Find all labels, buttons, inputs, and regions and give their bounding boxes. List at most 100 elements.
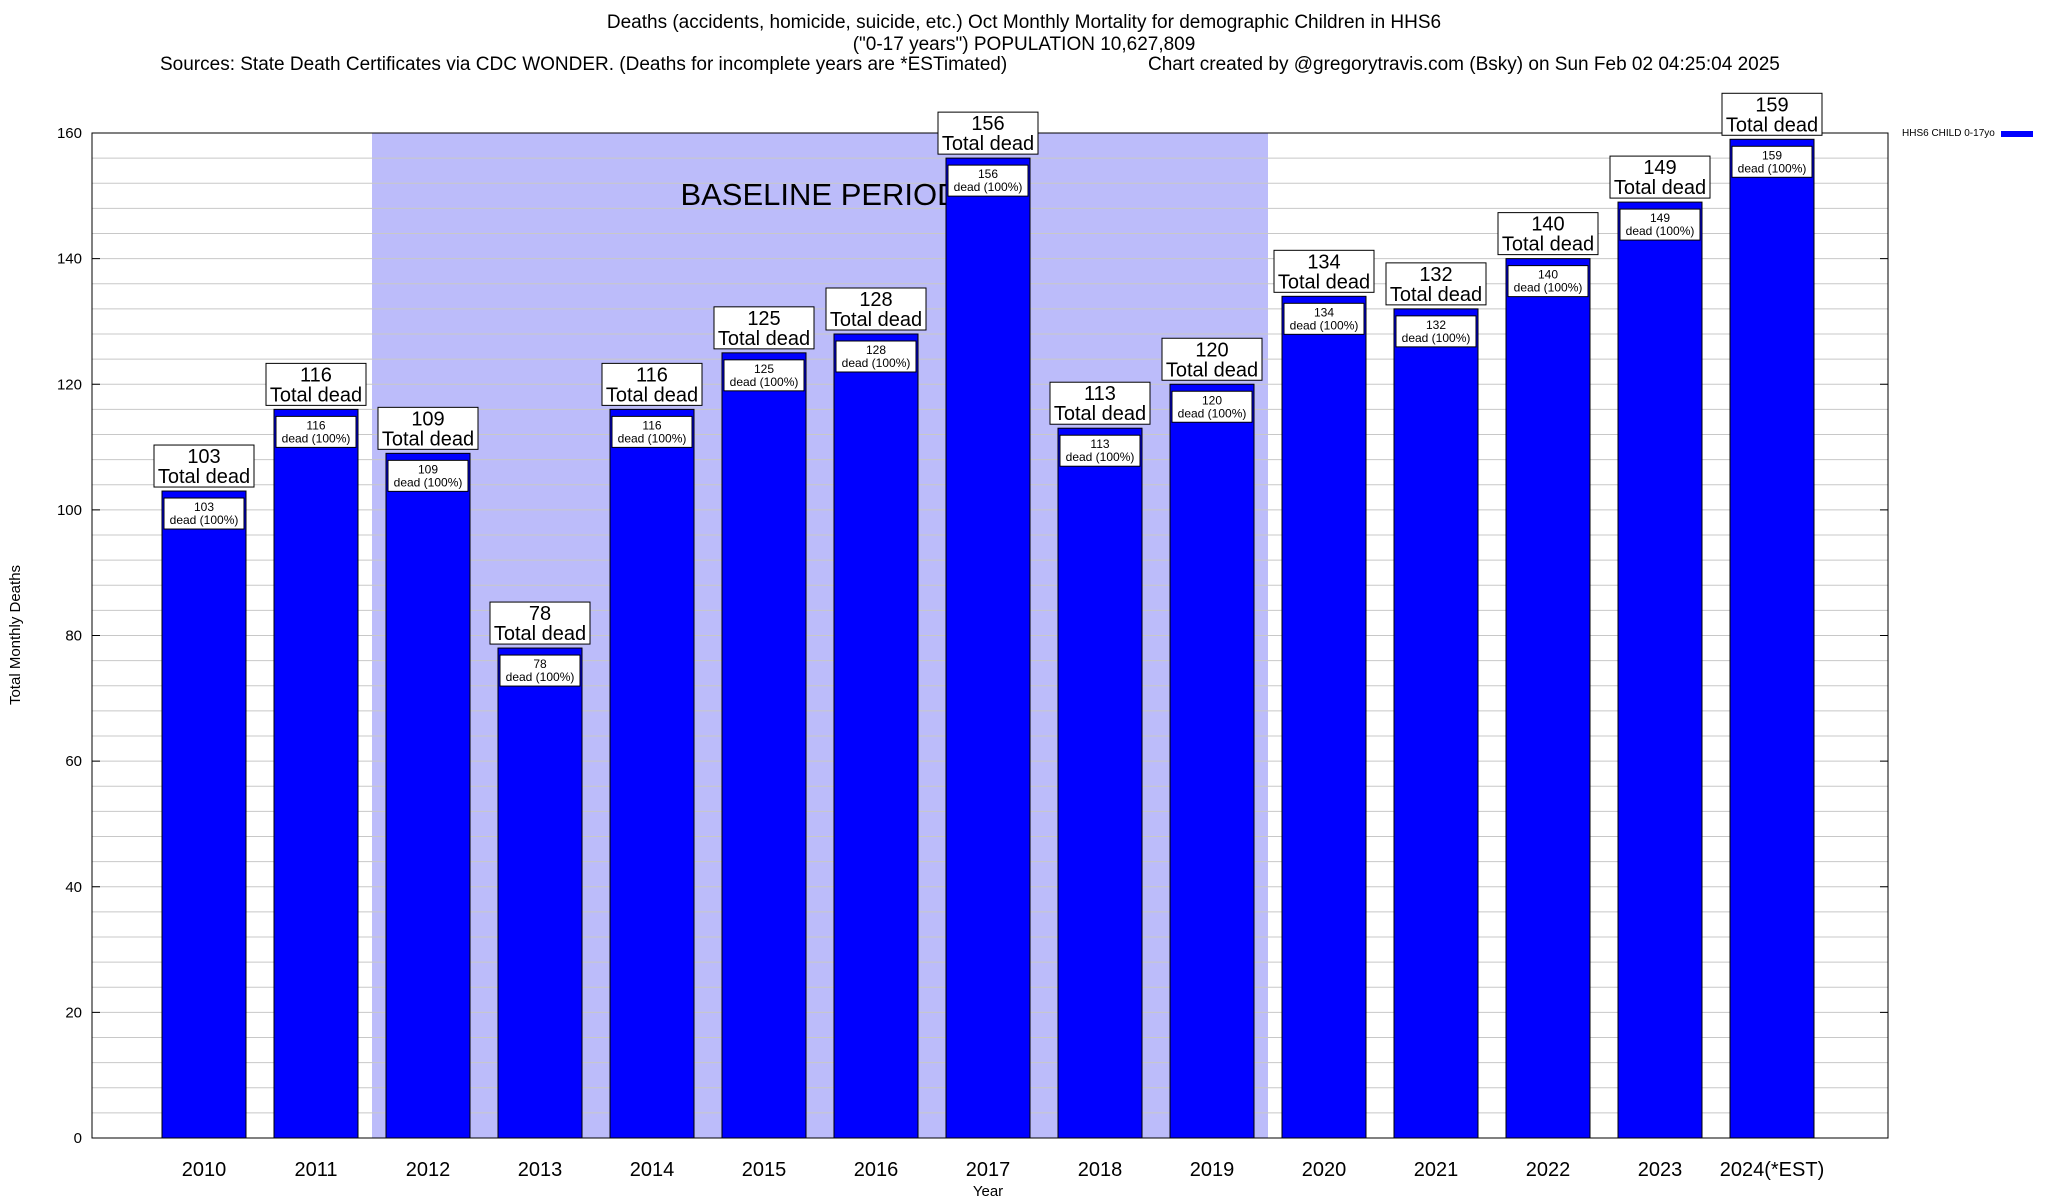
y-axis-title: Total Monthly Deaths bbox=[7, 565, 24, 705]
bar bbox=[385, 452, 471, 1139]
y-tick-label: 20 bbox=[65, 1004, 82, 1021]
bar-inner-label-box bbox=[947, 164, 1029, 197]
bar-top-label-box bbox=[1385, 262, 1487, 306]
bar-inner-text: dead (100%) bbox=[282, 431, 351, 445]
bar-inner-label-box bbox=[387, 459, 469, 492]
bar-top-text: Total dead bbox=[1054, 403, 1146, 425]
bar-top-label-box bbox=[601, 362, 703, 406]
bar-top-label-box bbox=[489, 601, 591, 645]
bar-top-label-box bbox=[1609, 155, 1711, 199]
bar bbox=[1393, 308, 1479, 1139]
bar-inner-label-box bbox=[611, 415, 693, 448]
title-line-2: ("0-17 years") POPULATION 10,627,809 bbox=[852, 34, 1196, 55]
bar-inner-label-box bbox=[275, 415, 357, 448]
bar-top-label-box bbox=[153, 444, 255, 488]
bar-top-value: 116 bbox=[636, 364, 668, 386]
bar-top-value: 128 bbox=[859, 289, 892, 311]
bar-top-text: Total dead bbox=[1614, 177, 1706, 199]
x-tick-label: 2013 bbox=[518, 1159, 563, 1181]
bar-inner-text: dead (100%) bbox=[1514, 281, 1583, 295]
bar-top-value: 78 bbox=[529, 603, 551, 625]
x-axis-title: Year bbox=[973, 1183, 1003, 1200]
x-tick-label: 2012 bbox=[406, 1159, 451, 1181]
y-tick-label: 80 bbox=[65, 628, 82, 645]
bar-inner-text: dead (100%) bbox=[618, 431, 687, 445]
bar-inner-text: dead (100%) bbox=[1738, 161, 1807, 175]
bar-top-text: Total dead bbox=[270, 384, 362, 406]
bar-top-value: 116 bbox=[300, 364, 332, 386]
bar-inner-label-box bbox=[1619, 208, 1701, 241]
bar-top-text: Total dead bbox=[1278, 271, 1370, 293]
bar-inner-label-box bbox=[1395, 315, 1477, 348]
bar-top-value: 134 bbox=[1307, 251, 1340, 273]
bar-top-text: Total dead bbox=[158, 466, 250, 488]
bar-inner-value: 128 bbox=[866, 343, 886, 357]
bar-top-text: Total dead bbox=[942, 133, 1034, 155]
bar-inner-value: 132 bbox=[1426, 318, 1446, 332]
x-tick-label: 2016 bbox=[854, 1159, 899, 1181]
bar-top-label-box bbox=[937, 111, 1039, 155]
x-tick-label: 2024(*EST) bbox=[1720, 1159, 1825, 1181]
bar-inner-value: 125 bbox=[754, 362, 774, 376]
bar-top-label-box bbox=[1497, 212, 1599, 256]
y-tick-label: 160 bbox=[57, 125, 82, 142]
x-tick-label: 2014 bbox=[630, 1159, 675, 1181]
bar-top-text: Total dead bbox=[1166, 359, 1258, 381]
x-tick-label: 2021 bbox=[1414, 1159, 1459, 1181]
bar bbox=[1281, 295, 1367, 1139]
bar-inner-label-box bbox=[1171, 390, 1253, 423]
bar-inner-text: dead (100%) bbox=[1178, 406, 1247, 420]
bar-inner-value: 116 bbox=[642, 418, 661, 432]
bar bbox=[1617, 201, 1703, 1139]
bar-inner-label-box bbox=[163, 497, 245, 530]
bar bbox=[945, 157, 1031, 1139]
x-tick-label: 2018 bbox=[1078, 1159, 1123, 1181]
bar-inner-text: dead (100%) bbox=[170, 513, 239, 527]
baseline-label: BASELINE PERIOD bbox=[680, 177, 959, 212]
bar-top-value: 159 bbox=[1755, 94, 1788, 116]
y-tick-label: 0 bbox=[74, 1130, 82, 1147]
x-tick-label: 2020 bbox=[1302, 1159, 1347, 1181]
bar-inner-label-box bbox=[499, 654, 581, 687]
bar-top-value: 149 bbox=[1643, 157, 1676, 179]
bar bbox=[161, 490, 247, 1139]
bar-inner-text: dead (100%) bbox=[1290, 318, 1359, 332]
bar-top-label-box bbox=[1161, 337, 1263, 381]
bar-top-text: Total dead bbox=[606, 384, 698, 406]
bar-top-label-box bbox=[1049, 381, 1151, 425]
bar bbox=[497, 647, 583, 1139]
bar bbox=[1169, 383, 1255, 1139]
x-tick-label: 2017 bbox=[966, 1159, 1011, 1181]
bar-inner-value: 103 bbox=[194, 500, 214, 514]
bar-inner-text: dead (100%) bbox=[1066, 450, 1135, 464]
legend-label: HHS6 CHILD 0-17yo bbox=[1902, 128, 1995, 139]
bar-inner-label-box bbox=[723, 359, 805, 392]
y-tick-label: 140 bbox=[57, 251, 82, 268]
bar-inner-value: 78 bbox=[533, 657, 547, 671]
bar-top-label-box bbox=[825, 287, 927, 331]
bar-inner-label-box bbox=[1507, 265, 1589, 298]
sources-note: Sources: State Death Certificates via CD… bbox=[160, 54, 1008, 75]
bar-inner-value: 149 bbox=[1650, 211, 1670, 225]
bar-inner-text: dead (100%) bbox=[1402, 331, 1471, 345]
chart-title: Deaths (accidents, homicide, suicide, et… bbox=[0, 12, 2048, 56]
bar bbox=[833, 333, 919, 1139]
bar-top-label-box bbox=[265, 362, 367, 406]
y-tick-label: 40 bbox=[65, 879, 82, 896]
bar-inner-label-box bbox=[1059, 434, 1141, 467]
bar bbox=[1057, 427, 1143, 1139]
bar-top-value: 120 bbox=[1195, 339, 1228, 361]
bar-top-text: Total dead bbox=[1726, 114, 1818, 136]
bar-top-value: 156 bbox=[971, 113, 1004, 135]
bar-inner-label-box bbox=[1731, 145, 1813, 178]
bar-inner-text: dead (100%) bbox=[394, 475, 463, 489]
bar-top-text: Total dead bbox=[382, 428, 474, 450]
bar-top-label-box bbox=[377, 406, 479, 450]
bar bbox=[1505, 258, 1591, 1139]
bar-inner-value: 109 bbox=[418, 462, 438, 476]
bar-inner-text: dead (100%) bbox=[1626, 224, 1695, 238]
title-line-1: Deaths (accidents, homicide, suicide, et… bbox=[606, 12, 1442, 33]
bar-top-text: Total dead bbox=[718, 328, 810, 350]
bar-top-value: 140 bbox=[1531, 214, 1564, 236]
